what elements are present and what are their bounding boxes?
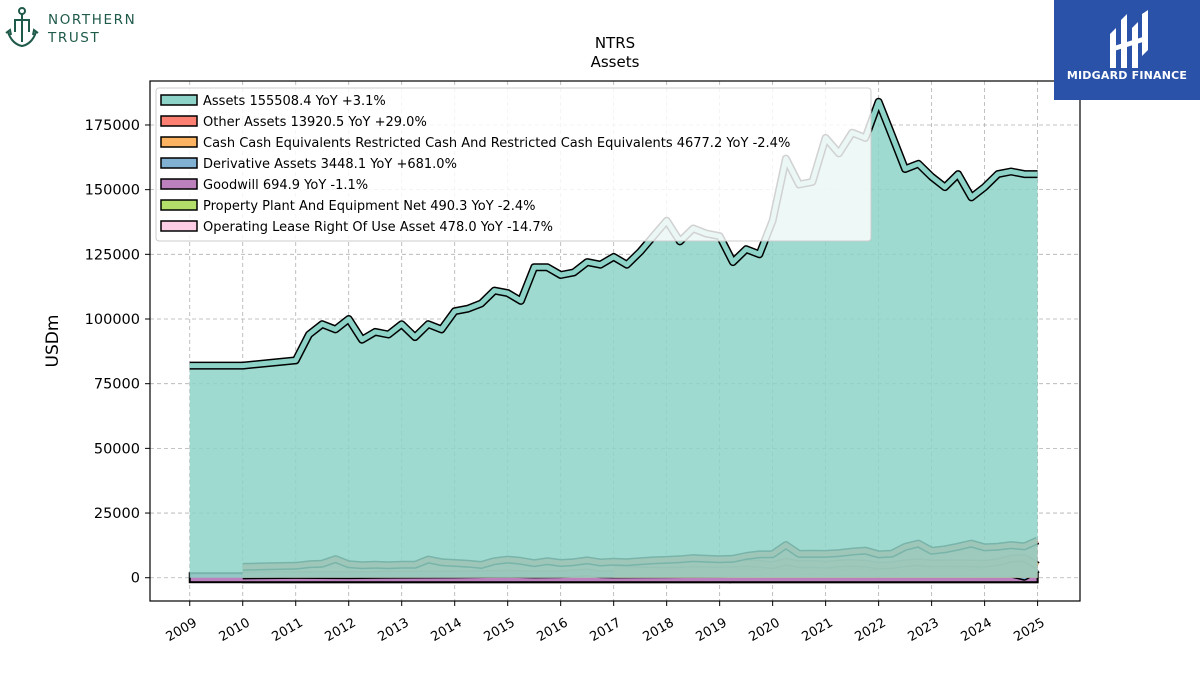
- y-tick-label: 25000: [94, 506, 140, 522]
- x-tick-label: 2016: [535, 615, 571, 645]
- x-tick-label: 2023: [905, 615, 941, 645]
- x-tick-label: 2015: [482, 615, 518, 645]
- legend-entry: Goodwill 694.9 YoY -1.1%: [203, 178, 368, 193]
- legend-swatch: [160, 178, 198, 190]
- x-tick-label: 2024: [958, 615, 994, 645]
- y-tick-label: 175000: [85, 118, 140, 134]
- y-tick-label: 75000: [94, 377, 140, 393]
- legend-swatch: [160, 94, 198, 106]
- northern-trust-logo: NORTHERN TRUST: [4, 6, 164, 50]
- y-tick-label: 0: [131, 571, 140, 587]
- x-tick-label: 2013: [376, 615, 412, 645]
- legend-box: [155, 87, 872, 242]
- legend-entry: Operating Lease Right Of Use Asset 478.0…: [203, 220, 553, 235]
- legend-swatch: [160, 115, 198, 127]
- legend: Assets 155508.4 YoY +3.1% Other Assets 13…: [155, 87, 872, 242]
- x-tick-label: 2018: [641, 615, 677, 645]
- chart-title: NTRS: [595, 34, 635, 52]
- y-tick-label: 125000: [85, 247, 140, 263]
- brand-name: MIDGARD FINANCE: [1066, 69, 1188, 82]
- legend-entry: Cash Cash Equivalents Restricted Cash An…: [203, 136, 790, 151]
- x-tick-label: 2020: [746, 615, 782, 645]
- x-tick-label: 2009: [164, 615, 200, 645]
- y-axis: 0 25000 50000 75000 100000 125000 150000 175000: [85, 118, 150, 587]
- series-line: [189, 99, 1038, 369]
- legend-entry: Other Assets 13920.5 YoY +29.0%: [203, 115, 427, 130]
- x-tick-label: 2025: [1011, 615, 1047, 645]
- legend-swatch: [160, 220, 198, 232]
- legend-swatch: [160, 136, 198, 148]
- x-tick-label: 2022: [852, 615, 888, 645]
- legend-swatch: [160, 199, 198, 211]
- legend-swatch: [160, 157, 198, 169]
- x-axis: 2009 2010 2011 2012 2013 2014 2015 2016 2017 2018…: [164, 601, 1048, 645]
- y-axis-label: USDm: [43, 315, 63, 368]
- y-tick-label: 150000: [85, 183, 140, 199]
- x-tick-label: 2011: [270, 615, 306, 645]
- brand-line-2: TRUST: [48, 30, 101, 46]
- legend-entry: Assets 155508.4 YoY +3.1%: [203, 94, 386, 109]
- brand-line-1: NORTHERN: [48, 12, 137, 28]
- y-tick-label: 100000: [85, 312, 140, 328]
- y-tick-label: 50000: [94, 441, 140, 457]
- chart-subtitle: Assets: [591, 53, 640, 71]
- plot-frame: [149, 80, 1081, 602]
- legend-entry: Derivative Assets 3448.1 YoY +681.0%: [203, 157, 457, 172]
- x-tick-label: 2010: [217, 615, 253, 645]
- x-tick-label: 2021: [799, 615, 835, 645]
- legend-entry: Property Plant And Equipment Net 490.3 Y…: [203, 199, 536, 214]
- anchor-icon: [5, 7, 39, 48]
- midgard-finance-logo: MIDGARD FINANCE: [1054, 0, 1200, 100]
- x-tick-label: 2014: [429, 615, 465, 645]
- x-tick-label: 2017: [588, 615, 624, 645]
- x-tick-label: 2012: [323, 615, 359, 645]
- x-tick-label: 2019: [693, 615, 729, 645]
- midgard-mark-icon: [1110, 10, 1148, 68]
